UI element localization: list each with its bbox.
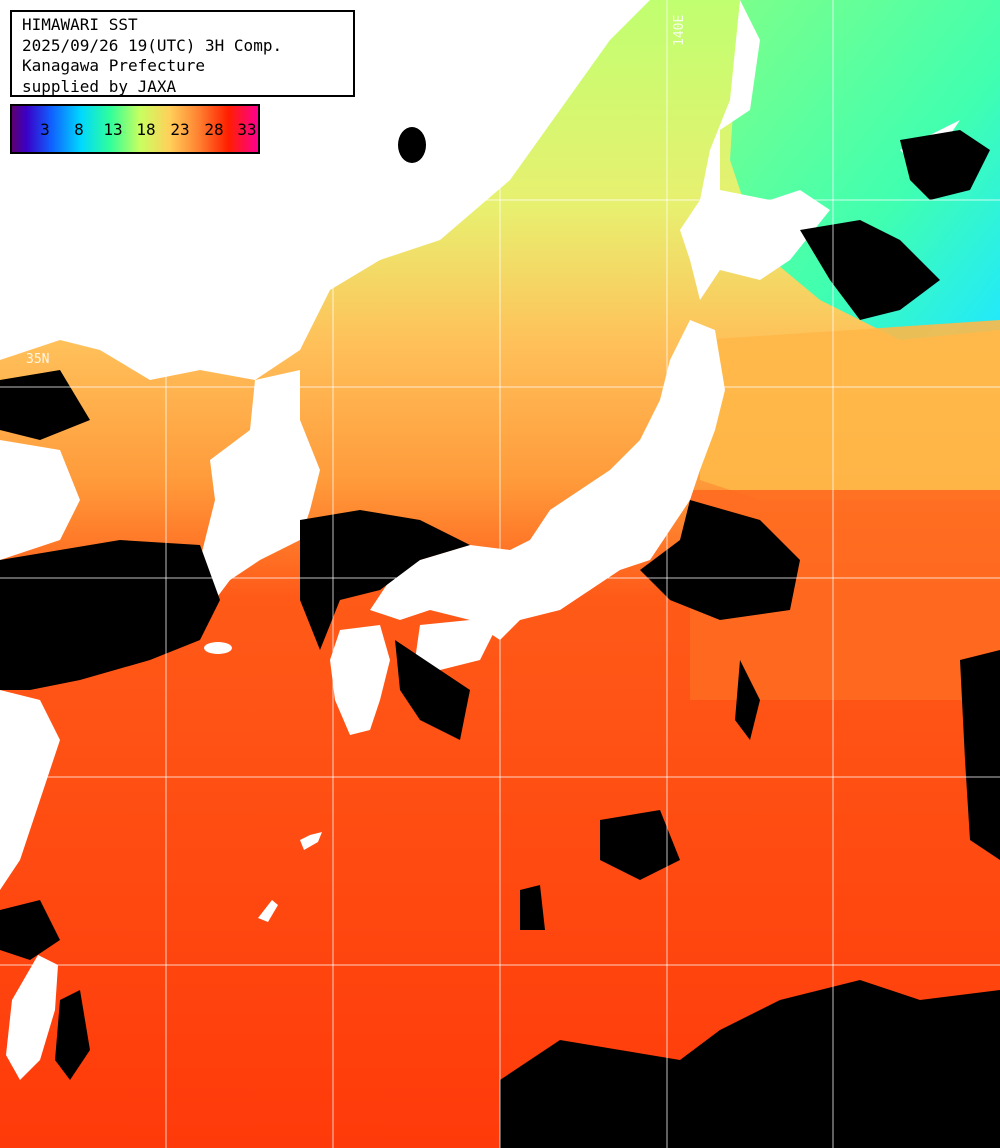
longitude-label: 140E <box>672 14 687 46</box>
info-box: HIMAWARI SST 2025/09/26 19(UTC) 3H Comp.… <box>10 10 355 97</box>
cloud-mass <box>300 510 470 650</box>
cold-water-region <box>730 0 1000 340</box>
kyushu-land <box>330 625 390 735</box>
latitude-label: 35N <box>26 352 50 367</box>
korea-land <box>200 370 320 600</box>
cloud-mass <box>500 980 1000 1148</box>
cloud-mass <box>800 220 940 320</box>
legend-tick: 3 <box>40 120 50 139</box>
china-coast-land <box>0 440 80 560</box>
region-name: Kanagawa Prefecture <box>22 56 206 75</box>
taiwan-land <box>6 955 58 1080</box>
shikoku-land <box>415 620 495 670</box>
legend-tick: 28 <box>204 120 224 139</box>
legend-tick: 18 <box>136 120 156 139</box>
cloud-mass <box>520 885 545 930</box>
cloud-patch <box>398 127 426 163</box>
legend-tick: 13 <box>103 120 123 139</box>
island-small <box>258 900 278 922</box>
mid-water-region <box>700 320 1000 500</box>
legend-tick: 33 <box>237 120 257 139</box>
cloud-mass <box>735 660 760 740</box>
cloud-mass <box>900 130 990 200</box>
latitude-label: 30N <box>22 760 46 775</box>
cloud-mass <box>55 990 90 1080</box>
island-small <box>300 832 322 850</box>
cloud-mass <box>395 640 470 740</box>
product-title: HIMAWARI SST <box>22 15 138 34</box>
honshu-land <box>370 320 725 640</box>
legend-tick: 23 <box>170 120 190 139</box>
china-south-coast-land <box>0 690 60 890</box>
cloud-mass <box>600 810 680 880</box>
cloud-mass <box>0 900 60 960</box>
cloud-mass <box>640 500 800 620</box>
data-source: supplied by JAXA <box>22 76 177 96</box>
observation-time: 2025/09/26 19(UTC) 3H Comp. <box>22 35 283 55</box>
cloud-mass <box>960 650 1000 860</box>
temperature-legend: 3 8 13 18 23 28 33 <box>10 104 260 154</box>
legend-tick: 8 <box>74 120 84 139</box>
jeju-island <box>204 642 232 654</box>
hokkaido-land <box>680 0 830 300</box>
